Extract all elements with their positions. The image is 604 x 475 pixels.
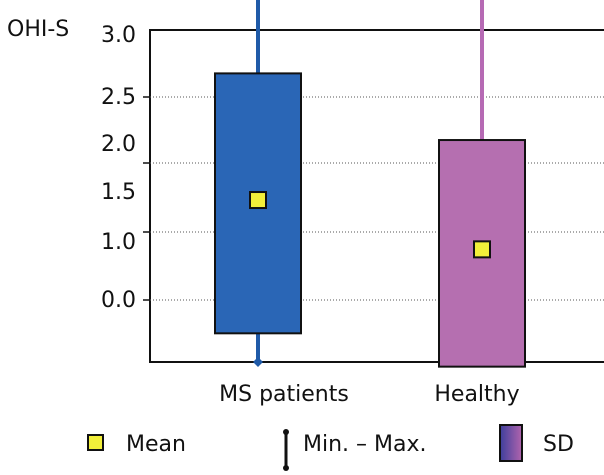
y-tick-label: 1.0	[101, 230, 136, 255]
x-axis-categories: MS patients Healthy	[219, 382, 519, 407]
legend-minmax-icon	[283, 429, 289, 471]
box-series	[214, 0, 526, 368]
min-marker	[253, 357, 263, 367]
y-tick-label: 2.0	[101, 132, 136, 157]
y-tick-label: 0.0	[101, 288, 136, 313]
y-axis-ticks: 3.0 2.5 2.0 1.5 1.0 0.0	[101, 23, 150, 313]
y-tick-label: 1.5	[101, 180, 136, 205]
legend-mean-swatch	[87, 434, 104, 451]
plot-frame	[149, 29, 604, 363]
x-category-label: MS patients	[219, 382, 349, 407]
x-category-label: Healthy	[434, 382, 519, 407]
y-tick-label: 3.0	[101, 23, 136, 48]
legend-sd-label: SD	[543, 432, 574, 457]
legend-sd-swatch	[499, 424, 523, 462]
mean-marker	[473, 240, 491, 259]
legend-mean-label: Mean	[126, 432, 186, 457]
legend-minmax-label: Min. – Max.	[303, 432, 427, 457]
legend: Mean Min. – Max. SD	[87, 424, 574, 471]
mean-marker	[249, 191, 267, 210]
y-tick-label: 2.5	[101, 85, 136, 110]
y-axis-label: OHI-S	[7, 17, 69, 42]
